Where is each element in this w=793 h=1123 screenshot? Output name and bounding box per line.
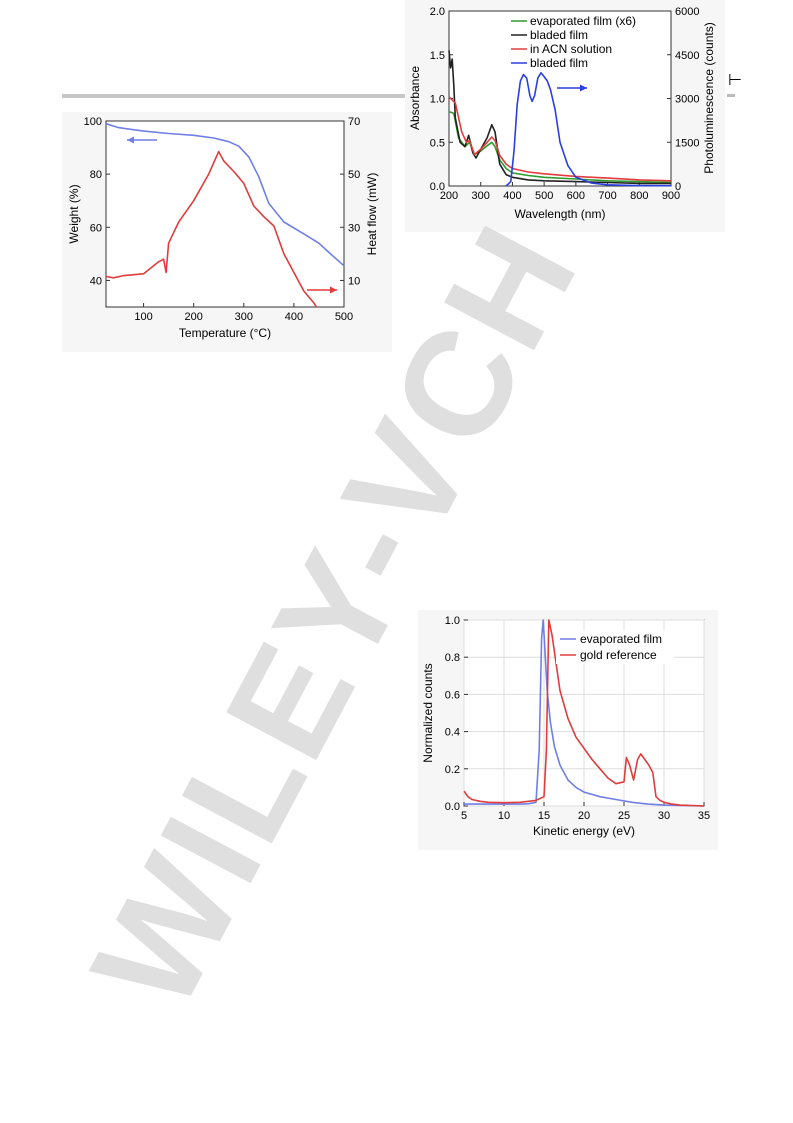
y-tick-label: 1.0 <box>430 94 445 106</box>
absorbance-chart: 200 300 400 500 600 700 800 900 0.0 0.5 1.0 1.5 2.0 0… <box>405 0 725 232</box>
legend-label: gold reference <box>580 648 657 662</box>
x-tick-label: 200 <box>185 311 203 323</box>
tga-chart: 100 200 300 400 500 40 60 80 100 10 30 50 70 Tempera… <box>62 112 392 352</box>
y-tick-label: 0.8 <box>445 652 460 664</box>
y2-tick-label: 0 <box>675 181 681 193</box>
x-tick-label: 30 <box>658 810 670 822</box>
header-rule <box>62 94 407 98</box>
legend: evaporated film (x6) bladed film in ACN … <box>507 13 665 71</box>
x-tick-label: 800 <box>630 190 648 202</box>
y-tick-label: 60 <box>90 222 102 234</box>
y2-tick-label: 70 <box>348 116 360 128</box>
legend-entry: bladed film <box>511 56 588 70</box>
x-tick-label: 400 <box>503 190 521 202</box>
y-axis-label: Absorbance <box>408 66 422 130</box>
y2-tick-label: 6000 <box>675 6 699 18</box>
legend-label: evaporated film <box>580 632 662 646</box>
y2-tick-label: 4500 <box>675 50 699 62</box>
legend-label: bladed film <box>530 28 588 42</box>
y-tick-label: 80 <box>90 169 102 181</box>
y2-tick-label: 3000 <box>675 94 699 106</box>
x-tick-label: 500 <box>535 190 553 202</box>
x-tick-label: 20 <box>578 810 590 822</box>
axis-arrow-head <box>580 84 587 92</box>
x-tick-label: 500 <box>335 311 353 323</box>
y-tick-label: 0.6 <box>445 689 460 701</box>
y2-tick-label: 30 <box>348 222 360 234</box>
legend-entry: evaporated film (x6) <box>511 14 636 28</box>
x-axis-label: Temperature (°C) <box>179 326 271 340</box>
x-tick-label: 600 <box>567 190 585 202</box>
y2-axis-label: Heat flow (mW) <box>365 173 379 256</box>
x-tick-label: 15 <box>538 810 550 822</box>
x-tick-label: 200 <box>440 190 458 202</box>
series-line-3 <box>505 72 672 187</box>
page-edge-mark: ⊢ <box>728 72 742 89</box>
series-line-0 <box>464 619 705 807</box>
y-tick-label: 0.4 <box>445 727 460 739</box>
x-tick-label: 700 <box>598 190 616 202</box>
x-tick-label: 900 <box>662 190 680 202</box>
x-tick-label: 400 <box>285 311 303 323</box>
axis-arrow-head <box>330 286 337 294</box>
x-tick-label: 25 <box>618 810 630 822</box>
legend: evaporated film gold reference <box>556 630 674 664</box>
y-tick-label: 0.5 <box>430 137 445 149</box>
legend-label: evaporated film (x6) <box>530 14 636 28</box>
y2-tick-label: 50 <box>348 169 360 181</box>
y2-tick-label: 10 <box>348 275 360 287</box>
page-edge-dash <box>727 94 735 97</box>
x-tick-label: 100 <box>134 311 152 323</box>
x-tick-label: 300 <box>472 190 490 202</box>
x-tick-label: 300 <box>235 311 253 323</box>
axis-arrow-head <box>127 136 134 144</box>
kinetic-energy-chart: 5 10 15 20 25 30 35 0.0 0.2 0.4 0.6 0.8 1.0 evaporat… <box>418 610 718 850</box>
y2-axis-label: Photoluminescence (counts) <box>702 22 716 173</box>
legend-label: in ACN solution <box>530 42 612 56</box>
y-tick-label: 0.2 <box>445 764 460 776</box>
y-tick-label: 40 <box>90 275 102 287</box>
legend-label: bladed film <box>530 56 588 70</box>
series-line-0 <box>105 122 345 267</box>
series-line-1 <box>105 150 318 308</box>
legend-entry: in ACN solution <box>511 42 612 56</box>
y-tick-label: 0.0 <box>430 181 445 193</box>
x-tick-label: 35 <box>698 810 710 822</box>
y-axis-label: Weight (%) <box>67 184 81 243</box>
y-tick-label: 1.5 <box>430 50 445 62</box>
y-tick-label: 2.0 <box>430 6 445 18</box>
y-tick-label: 100 <box>84 116 102 128</box>
series-line-1 <box>448 50 671 185</box>
watermark-text: WILEY-VCH <box>61 199 610 1034</box>
x-axis-label: Kinetic energy (eV) <box>533 824 635 838</box>
legend-entry: bladed film <box>511 28 588 42</box>
x-tick-label: 5 <box>461 810 467 822</box>
y2-tick-label: 1500 <box>675 137 699 149</box>
y-tick-label: 0.0 <box>445 801 460 813</box>
y-axis-label: Normalized counts <box>421 663 435 762</box>
series-line-1 <box>463 619 705 807</box>
x-axis-label: Wavelength (nm) <box>515 207 606 221</box>
legend-entry: evaporated film <box>560 632 662 646</box>
x-tick-label: 10 <box>498 810 510 822</box>
y-tick-label: 1.0 <box>445 615 460 627</box>
plot-frame <box>105 120 345 308</box>
legend-entry: gold reference <box>560 648 657 662</box>
